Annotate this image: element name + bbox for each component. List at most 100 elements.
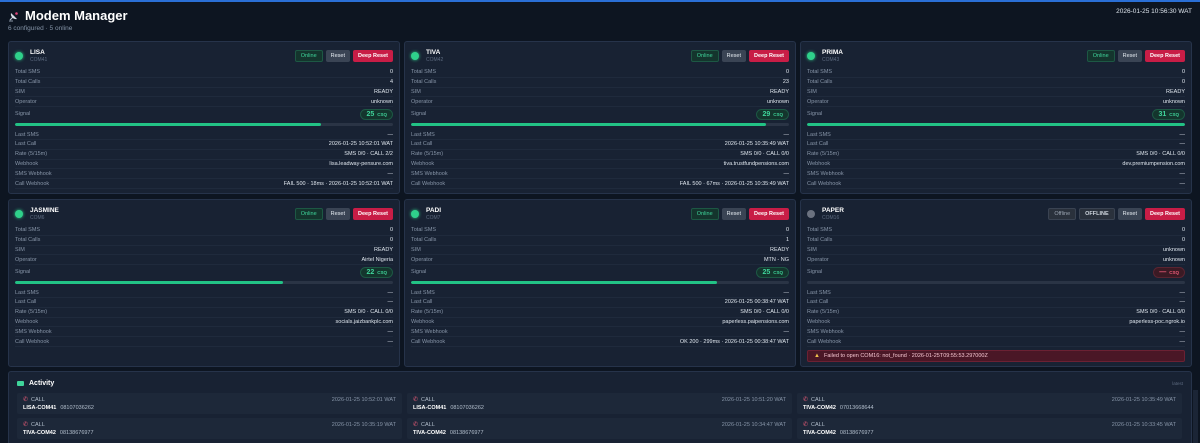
current-datetime: 2026-01-25 10:56:30 WAT (1116, 8, 1192, 15)
detail-value: 1 (785, 237, 789, 244)
detail-value: FAIL 500 · 18ms · 2026-01-25 10:52:01 WA… (283, 180, 393, 187)
detail-label: SMS Webhook (807, 170, 844, 177)
detail-label: Webhook (411, 318, 435, 325)
detail-label: Call Webhook (807, 338, 842, 345)
modem-card: JASMINE COM6 Online Reset Deep Reset Total SM… (8, 198, 400, 367)
signal-value: — (1159, 268, 1167, 276)
status-badge: Online (690, 50, 719, 62)
detail-value: — (783, 131, 790, 138)
detail-label: Call Webhook (15, 338, 50, 345)
detail-label: Total SMS (15, 227, 41, 234)
activity-item[interactable]: ✆ CALL 2026-01-25 10:35:49 WAT TIVA-COM42 07… (797, 393, 1182, 414)
detail-value: — (1179, 170, 1186, 177)
activity-item[interactable]: ✆ CALL 2026-01-25 10:51:20 WAT LISA-COM41 08… (407, 393, 792, 414)
deep-reset-button[interactable]: Deep Reset (353, 50, 393, 62)
activity-item-header: ✆ CALL 2026-01-25 10:35:49 WAT (803, 396, 1176, 404)
deep-reset-button[interactable]: Deep Reset (1145, 207, 1185, 220)
signal-bar (15, 123, 393, 127)
error-message: ▲ Failed to open COM16: not_found · 2026-… (807, 349, 1185, 362)
detail-label: Call Webhook (15, 180, 50, 187)
activity-time: 2026-01-25 10:51:20 WAT (721, 396, 786, 403)
status-badge: Online (1086, 50, 1115, 62)
status-indicator-icon (411, 209, 419, 218)
detail-label: Call Webhook (411, 180, 446, 187)
detail-value: READY (374, 88, 393, 95)
activity-item[interactable]: ✆ CALL 2026-01-25 10:33:45 WAT TIVA-COM42 08… (797, 418, 1182, 439)
phone-icon: ✆ (23, 397, 29, 403)
detail-label: SIM (807, 88, 817, 95)
detail-value: READY (374, 246, 393, 253)
activity-item[interactable]: ✆ CALL 2026-01-25 10:35:19 WAT TIVA-COM42 08… (17, 418, 402, 439)
modem-name: PADI (426, 206, 442, 214)
signal-row: Signal 25 CSQ (411, 265, 789, 279)
activity-number: 08138676977 (839, 430, 874, 436)
detail-row: Operator unknown (807, 255, 1185, 266)
modem-details: Total SMS 0 Total Calls 4 SIM READY Operator un… (15, 68, 393, 189)
detail-value: — (1179, 299, 1186, 306)
detail-row: Last Call 2026-01-25 10:52:01 WAT (15, 140, 393, 150)
deep-reset-button[interactable]: Deep Reset (1145, 50, 1185, 62)
reset-button[interactable]: Reset (721, 207, 747, 220)
page-scrollbar[interactable] (1193, 390, 1198, 443)
reset-button[interactable]: Reset (325, 207, 351, 220)
activity-item[interactable]: ✆ CALL 2026-01-25 10:34:47 WAT TIVA-COM42 08… (407, 418, 792, 439)
signal-row: Signal 31 CSQ (807, 107, 1185, 121)
detail-row: Rate (5/15m) SMS 0/0 · CALL 2/2 (15, 150, 393, 160)
activity-time: 2026-01-25 10:34:47 WAT (721, 421, 786, 428)
deep-reset-button[interactable]: Deep Reset (353, 207, 393, 220)
detail-label: SIM (807, 246, 817, 253)
signal-label: Signal (411, 111, 427, 118)
detail-label: Rate (5/15m) (807, 309, 840, 316)
detail-label: Total SMS (807, 69, 833, 76)
detail-value: — (783, 289, 790, 296)
activity-item[interactable]: ✆ CALL 2026-01-25 10:52:01 WAT LISA-COM41 08… (17, 393, 402, 414)
detail-value: — (1179, 180, 1186, 187)
signal-unit: CSQ (773, 269, 783, 275)
reset-button[interactable]: Reset (1117, 207, 1143, 220)
signal-unit: CSQ (773, 111, 783, 117)
detail-value: 0 (785, 227, 789, 234)
detail-value: 2026-01-25 10:35:49 WAT (724, 141, 789, 148)
activity-source: TIVA-COM42 (803, 430, 836, 436)
detail-value: paperless-poc.ngrok.io (1129, 318, 1185, 325)
detail-value: tiva.trustfundpensions.com (723, 160, 789, 167)
signal-badge: 29 CSQ (756, 108, 789, 120)
modem-name: PAPER (822, 206, 844, 214)
detail-value: lisa.leadway-pensure.com (329, 160, 393, 167)
reset-button[interactable]: Reset (1117, 50, 1143, 62)
signal-row: Signal 22 CSQ (15, 265, 393, 279)
detail-label: Webhook (411, 160, 435, 167)
activity-item-details: LISA-COM41 08107036262 (413, 405, 786, 411)
modem-card: PRIMA COM43 Online Reset Deep Reset Total SMS… (800, 41, 1192, 194)
detail-label: SIM (411, 246, 421, 253)
detail-row: Webhook socials.jaizbankplc.com (15, 318, 393, 328)
detail-row: SIM READY (15, 88, 393, 98)
detail-value: — (783, 170, 790, 177)
detail-value: Airtel Nigeria (361, 256, 393, 263)
activity-panel: Activity latest ✆ CALL 2026-01-25 10:52:01… (8, 371, 1192, 443)
activity-type: CALL (421, 396, 435, 403)
detail-value: — (387, 338, 394, 345)
detail-label: Last Call (807, 299, 829, 306)
activity-item-details: TIVA-COM42 08138676977 (803, 430, 1176, 436)
activity-source: LISA-COM41 (413, 405, 447, 411)
detail-label: Total Calls (411, 79, 437, 86)
status-badge: Online (294, 207, 323, 220)
phone-icon: ✆ (803, 397, 809, 403)
detail-value: 0 (389, 237, 393, 244)
modem-name-block: PRIMA COM43 (822, 49, 843, 63)
deep-reset-button[interactable]: Deep Reset (749, 207, 789, 220)
detail-row: Operator unknown (15, 97, 393, 108)
detail-value: paperless.paipensions.com (722, 318, 789, 325)
reset-button[interactable]: Reset (721, 50, 747, 62)
reset-button[interactable]: Reset (325, 50, 351, 62)
deep-reset-button[interactable]: Deep Reset (749, 50, 789, 62)
signal-row: Signal 29 CSQ (411, 107, 789, 121)
detail-label: Last SMS (807, 131, 831, 138)
detail-value: SMS 0/0 · CALL 0/0 (1136, 309, 1185, 316)
detail-row: Last Call 2026-01-25 10:35:49 WAT (411, 140, 789, 150)
activity-number: 07013668644 (839, 405, 874, 411)
detail-row: SIM unknown (807, 246, 1185, 256)
detail-label: SIM (15, 88, 25, 95)
detail-label: Last SMS (411, 131, 435, 138)
